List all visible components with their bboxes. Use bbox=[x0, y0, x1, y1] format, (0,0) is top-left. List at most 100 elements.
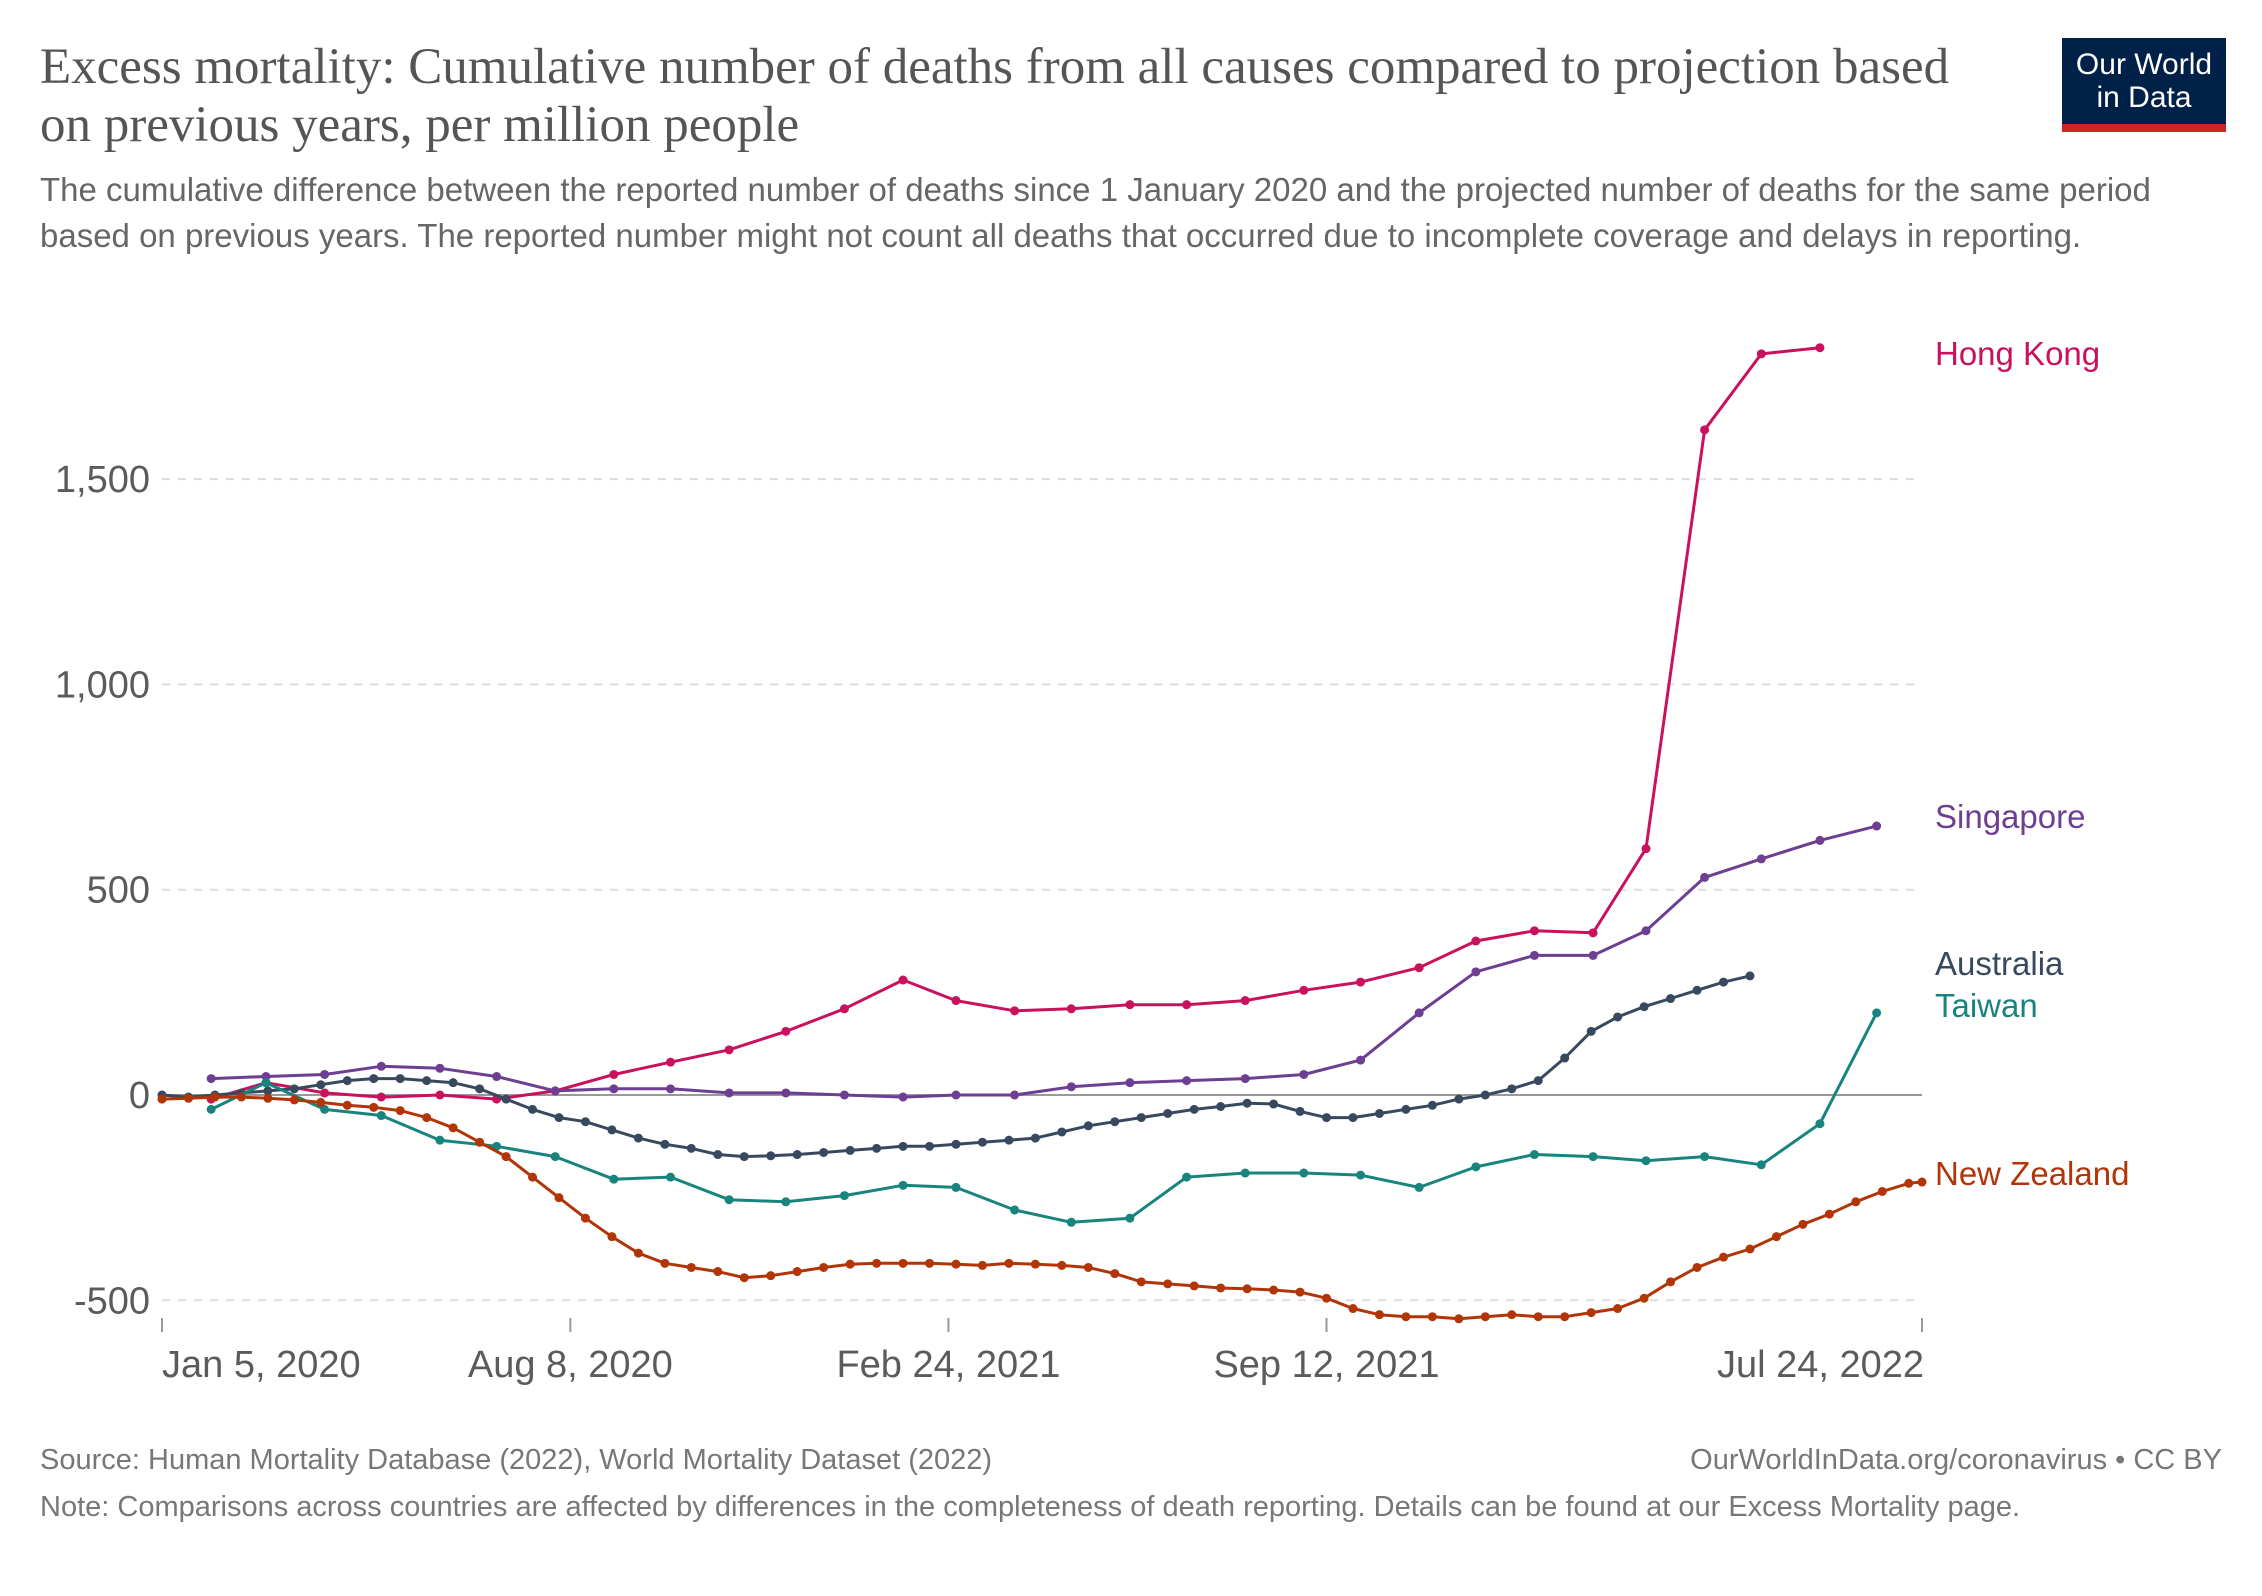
data-point bbox=[1189, 1104, 1199, 1114]
data-point bbox=[263, 1086, 273, 1096]
data-point bbox=[951, 1139, 961, 1149]
data-point bbox=[1771, 1232, 1781, 1242]
data-point bbox=[666, 1084, 676, 1094]
data-point bbox=[1719, 977, 1729, 987]
data-point bbox=[1374, 1108, 1384, 1118]
data-point bbox=[1322, 1113, 1332, 1123]
data-point bbox=[1560, 1312, 1570, 1322]
data-point bbox=[1182, 1000, 1192, 1010]
data-point bbox=[1010, 1205, 1020, 1215]
data-point bbox=[1872, 821, 1882, 831]
data-point bbox=[1904, 1178, 1914, 1188]
data-point bbox=[1756, 854, 1766, 864]
data-point bbox=[550, 1152, 560, 1162]
data-point bbox=[1216, 1101, 1226, 1111]
data-point bbox=[766, 1151, 776, 1161]
data-point bbox=[1189, 1281, 1199, 1291]
data-point bbox=[1877, 1186, 1887, 1196]
data-point bbox=[1529, 950, 1539, 960]
data-point bbox=[1529, 1150, 1539, 1160]
data-point bbox=[898, 1141, 908, 1151]
data-point bbox=[475, 1137, 485, 1147]
data-point bbox=[951, 996, 961, 1006]
data-point bbox=[1299, 1168, 1309, 1178]
chart-title: Excess mortality: Cumulative number of d… bbox=[40, 39, 1950, 153]
data-point bbox=[1560, 1053, 1570, 1063]
data-point bbox=[1010, 1090, 1020, 1100]
data-point bbox=[1824, 1209, 1834, 1219]
data-point bbox=[1588, 950, 1598, 960]
data-point bbox=[342, 1076, 352, 1086]
data-point bbox=[395, 1106, 405, 1116]
data-point bbox=[320, 1104, 330, 1114]
data-point bbox=[898, 1180, 908, 1190]
series-taiwan bbox=[206, 1008, 1882, 1227]
data-point bbox=[580, 1213, 590, 1223]
owid-logo[interactable]: Our World in Data bbox=[2062, 38, 2226, 132]
data-point bbox=[528, 1104, 538, 1114]
data-point bbox=[1719, 1252, 1729, 1262]
x-tick-label: Aug 8, 2020 bbox=[468, 1344, 673, 1386]
data-point bbox=[1588, 928, 1598, 938]
data-point bbox=[1356, 977, 1366, 987]
series-lines bbox=[157, 343, 1927, 1324]
data-point bbox=[839, 1191, 849, 1201]
data-point bbox=[550, 1086, 560, 1096]
data-point bbox=[1692, 1262, 1702, 1272]
logo-accent-bar bbox=[2062, 124, 2226, 132]
data-point bbox=[376, 1092, 386, 1102]
data-point bbox=[1182, 1172, 1192, 1182]
data-point bbox=[977, 1137, 987, 1147]
data-point bbox=[951, 1182, 961, 1192]
data-point bbox=[369, 1074, 379, 1084]
data-point bbox=[261, 1072, 271, 1082]
data-point bbox=[872, 1258, 882, 1268]
data-point bbox=[501, 1152, 511, 1162]
data-point bbox=[206, 1074, 216, 1084]
data-point bbox=[1066, 1082, 1076, 1092]
data-point bbox=[1613, 1012, 1623, 1022]
data-point bbox=[261, 1078, 271, 1088]
data-point bbox=[376, 1061, 386, 1071]
data-point bbox=[210, 1092, 220, 1102]
credit-link[interactable]: OurWorldInData.org/coronavirus • CC BY bbox=[1690, 1444, 2222, 1476]
data-point bbox=[1851, 1197, 1861, 1207]
data-point bbox=[1700, 1152, 1710, 1162]
series-line bbox=[161, 1095, 1923, 1321]
data-point bbox=[1471, 1162, 1481, 1172]
data-point bbox=[660, 1258, 670, 1268]
data-point bbox=[263, 1093, 273, 1103]
data-point bbox=[1745, 1244, 1755, 1254]
series-new-zealand bbox=[157, 1092, 1927, 1324]
data-point bbox=[1004, 1258, 1014, 1268]
data-point bbox=[1136, 1277, 1146, 1287]
data-point bbox=[320, 1069, 330, 1079]
data-point bbox=[1299, 1069, 1309, 1079]
data-point bbox=[1083, 1121, 1093, 1131]
data-point bbox=[1110, 1269, 1120, 1279]
data-point bbox=[845, 1145, 855, 1155]
y-tick-label: 0 bbox=[129, 1075, 150, 1117]
data-point bbox=[1356, 1170, 1366, 1180]
x-tick-label: Jan 5, 2020 bbox=[162, 1344, 361, 1386]
data-point bbox=[1427, 1100, 1437, 1110]
data-point bbox=[435, 1135, 445, 1145]
series-label: Australia bbox=[1935, 945, 2064, 982]
data-point bbox=[342, 1100, 352, 1110]
data-point bbox=[951, 1090, 961, 1100]
chart-subtitle: The cumulative difference between the re… bbox=[40, 171, 2151, 254]
series-label: Hong Kong bbox=[1935, 335, 2100, 372]
logo-line-2: in Data bbox=[2096, 81, 2192, 114]
y-tick-label: 1,500 bbox=[55, 459, 150, 501]
data-point bbox=[666, 1057, 676, 1067]
data-point bbox=[1700, 425, 1710, 435]
footnote: Note: Comparisons across countries are a… bbox=[40, 1491, 2021, 1523]
data-point bbox=[781, 1026, 791, 1036]
data-point bbox=[1030, 1133, 1040, 1143]
series-label: Singapore bbox=[1935, 798, 2085, 835]
data-point bbox=[724, 1088, 734, 1098]
data-point bbox=[1507, 1310, 1517, 1320]
data-point bbox=[872, 1143, 882, 1153]
data-point bbox=[1057, 1260, 1067, 1270]
data-point bbox=[713, 1150, 723, 1160]
